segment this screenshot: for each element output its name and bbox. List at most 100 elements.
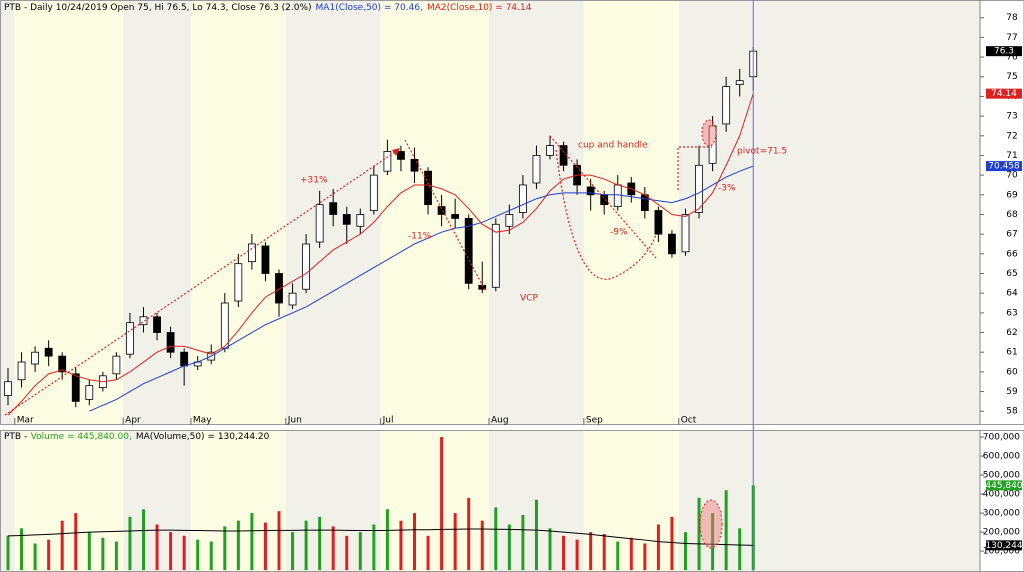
volume-bar xyxy=(562,535,566,571)
volume-bar xyxy=(494,507,498,571)
candle-body xyxy=(71,373,80,402)
value-tag-label: 130,244 xyxy=(985,541,1022,551)
volume-bar xyxy=(182,535,186,571)
volume-bar xyxy=(440,437,444,571)
y-tick-label: 63 xyxy=(1006,308,1017,318)
month-band xyxy=(0,0,15,425)
volume-bar xyxy=(629,537,633,571)
candle-body xyxy=(247,243,256,263)
value-tag xyxy=(986,540,1022,551)
volume-bar xyxy=(142,509,145,571)
y-tick-label: 72 xyxy=(1006,131,1017,141)
trend-line xyxy=(549,135,657,259)
x-tick-label: Sep xyxy=(586,416,603,426)
candle-body xyxy=(153,316,161,333)
arrow-head xyxy=(392,148,400,156)
legend-entry: Volume = 445,840.00, xyxy=(31,432,132,442)
x-tick-label: Jun xyxy=(287,416,302,426)
candle-body xyxy=(464,218,473,284)
volume-bar xyxy=(385,509,389,571)
volume-bar xyxy=(33,543,37,571)
candle-body xyxy=(126,322,134,355)
annotation: -9% xyxy=(610,228,628,238)
candle-body xyxy=(532,155,541,184)
volume-bar xyxy=(291,532,295,571)
candle-body xyxy=(180,351,189,367)
volume-bar xyxy=(304,520,308,571)
candle-body xyxy=(17,361,26,381)
volume-bar xyxy=(223,526,227,571)
candle-body xyxy=(112,355,121,375)
y-tick-label: 300,000 xyxy=(983,509,1020,519)
y-tick-label: 200,000 xyxy=(983,528,1020,538)
volume-bar xyxy=(6,535,10,571)
pivot-box xyxy=(677,146,712,190)
volume-bar xyxy=(548,528,552,571)
volume-bar xyxy=(413,513,416,571)
candle-body xyxy=(668,233,676,255)
annotation: +31% xyxy=(300,176,328,186)
volume-bar xyxy=(575,539,579,571)
volume-bar xyxy=(345,535,349,571)
y-tick-label: 70 xyxy=(1006,171,1018,181)
candle-body xyxy=(234,263,243,302)
month-band xyxy=(583,0,679,425)
candle-body xyxy=(85,385,94,400)
annotation: pivot=71.5 xyxy=(737,147,787,157)
y-tick-label: 700,000 xyxy=(983,433,1020,443)
y-tick-label: 600,000 xyxy=(983,452,1020,462)
candle-body xyxy=(735,80,744,86)
candle-body xyxy=(491,223,500,288)
candle-body xyxy=(397,151,405,160)
candle-body xyxy=(288,292,297,306)
y-tick-label: 75 xyxy=(1006,72,1017,82)
x-tick-label: Apr xyxy=(125,416,141,426)
value-tag-label: 445,840 xyxy=(985,481,1022,491)
candle-body xyxy=(722,86,731,125)
month-band xyxy=(123,0,191,425)
value-tag-label: 74.14 xyxy=(991,89,1017,99)
candle-body xyxy=(681,214,690,253)
volume-bar xyxy=(724,490,728,571)
value-tag xyxy=(986,46,1022,57)
candle-body xyxy=(424,170,432,206)
volume-bar xyxy=(87,532,91,571)
volume-bar xyxy=(453,513,457,571)
candle-body xyxy=(410,158,419,172)
volume-bar xyxy=(114,541,118,571)
month-band xyxy=(380,0,490,425)
candle-body xyxy=(58,355,67,373)
candle-body xyxy=(315,204,324,243)
volume-bar xyxy=(426,535,430,571)
axis-area xyxy=(980,1,1024,424)
y-tick-label: 59 xyxy=(1006,387,1018,397)
x-tick-label: Oct xyxy=(681,416,697,426)
volume-bar xyxy=(521,514,525,571)
legend-entry: MA2(Close,10) = 74.14 xyxy=(427,3,532,13)
y-tick-label: 68 xyxy=(1006,210,1018,220)
x-tick-label: Aug xyxy=(491,416,509,426)
legend-entry: MA(Volume,50) = 130,244.20 xyxy=(136,432,270,442)
volume-bar xyxy=(318,516,322,571)
y-tick-label: 65 xyxy=(1006,269,1017,279)
y-tick-label: 73 xyxy=(1006,112,1017,122)
highlight xyxy=(699,499,723,549)
y-tick-label: 100,000 xyxy=(983,547,1020,557)
candle-body xyxy=(437,206,446,215)
candle-body xyxy=(139,316,148,326)
volume-bar xyxy=(47,539,51,571)
y-tick-label: 500,000 xyxy=(983,471,1020,481)
volume-bar xyxy=(738,528,742,571)
volume-bar xyxy=(196,539,200,571)
candle-body xyxy=(302,243,311,290)
candle-body xyxy=(356,214,365,227)
candle-body xyxy=(44,347,53,357)
candle-body xyxy=(166,332,175,353)
x-tick-label: Jul xyxy=(382,416,394,426)
candle-body xyxy=(519,184,527,213)
candle-body xyxy=(383,151,392,172)
y-tick-label: 69 xyxy=(1006,190,1018,200)
volume-bar xyxy=(169,532,173,571)
